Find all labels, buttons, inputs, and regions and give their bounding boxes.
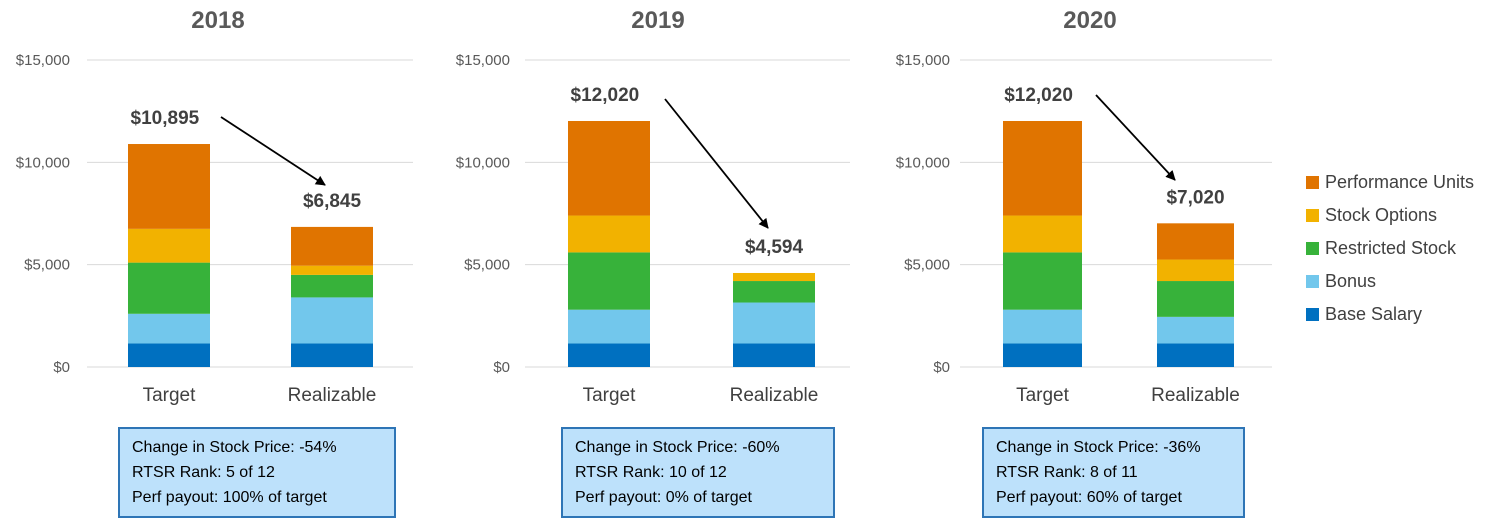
bar-segment-base-salary [1157, 343, 1234, 367]
y-tick-label: $5,000 [24, 257, 70, 274]
bar-segment-base-salary [291, 343, 373, 367]
bar-total-label: $6,845 [303, 191, 362, 212]
legend-label: Bonus [1325, 271, 1377, 291]
note-box-2020: Change in Stock Price: -36% RTSR Rank: 8… [982, 427, 1245, 518]
y-tick-label: $15,000 [456, 52, 510, 69]
y-tick-label: $10,000 [896, 154, 950, 171]
bar-segment-stock-options [128, 228, 210, 263]
note-rtsr-rank: RTSR Rank: 8 of 11 [996, 464, 1138, 481]
change-arrow [220, 116, 326, 186]
panel-title: 2018 [191, 7, 244, 34]
panel-title: 2019 [631, 7, 684, 34]
legend-swatch [1306, 209, 1319, 222]
bar-segment-stock-options [568, 215, 650, 253]
bar-total-label: $12,020 [571, 85, 640, 106]
bar-segment-bonus [1157, 316, 1234, 344]
bar-segment-base-salary [568, 343, 650, 367]
bar-segment-base-salary [733, 343, 815, 367]
note-stock-price: Change in Stock Price: -60% [575, 439, 780, 456]
y-tick-label: $0 [493, 359, 510, 376]
bar-total-label: $10,895 [131, 108, 200, 129]
bar-total-label: $7,020 [1166, 187, 1224, 208]
bar-segment-performance-units [1003, 120, 1082, 216]
legend-label: Restricted Stock [1325, 238, 1457, 258]
bar-segment-performance-units [568, 120, 650, 216]
bar-segment-base-salary [128, 343, 210, 367]
legend-item-stock-options: Stock Options [1306, 199, 1474, 232]
legend-swatch [1306, 308, 1319, 321]
legend-swatch [1306, 176, 1319, 189]
legend-label: Stock Options [1325, 205, 1438, 225]
bar-segment-restricted-stock [568, 252, 650, 310]
x-category-label: Realizable [288, 385, 377, 406]
note-perf-payout: Perf payout: 0% of target [575, 489, 752, 506]
bar-segment-stock-options [1157, 259, 1234, 282]
legend-item-bonus: Bonus [1306, 265, 1474, 298]
legend-item-performance-units: Performance Units [1306, 166, 1474, 199]
bar-total-label: $4,594 [745, 237, 804, 258]
y-tick-label: $10,000 [16, 154, 70, 171]
y-tick-label: $5,000 [904, 257, 950, 274]
bar-total-label: $12,020 [1004, 85, 1073, 106]
y-tick-label: $10,000 [456, 154, 510, 171]
note-rtsr-rank: RTSR Rank: 5 of 12 [132, 464, 275, 481]
x-category-label: Target [583, 385, 637, 406]
bar-segment-bonus [128, 313, 210, 344]
bar-segment-base-salary [1003, 343, 1082, 367]
note-box-2019: Change in Stock Price: -60% RTSR Rank: 1… [561, 427, 835, 518]
bar-segment-bonus [291, 297, 373, 344]
bar-segment-restricted-stock [128, 262, 210, 314]
bar-segment-bonus [733, 302, 815, 344]
note-box-2018: Change in Stock Price: -54% RTSR Rank: 5… [118, 427, 396, 518]
bar-segment-stock-options [1003, 215, 1082, 253]
note-stock-price: Change in Stock Price: -36% [996, 439, 1201, 456]
bar-segment-restricted-stock [1003, 252, 1082, 310]
bar-segment-bonus [568, 309, 650, 344]
legend-swatch [1306, 242, 1319, 255]
bar-segment-stock-options [291, 265, 373, 275]
bar-segment-restricted-stock [1157, 281, 1234, 317]
bar-segment-restricted-stock [733, 281, 815, 303]
x-category-label: Target [1016, 385, 1070, 406]
bar-segment-stock-options [733, 272, 815, 282]
legend-label: Base Salary [1325, 304, 1423, 324]
y-tick-label: $0 [53, 359, 70, 376]
change-arrow [1095, 94, 1176, 181]
change-arrow [664, 98, 769, 229]
legend-label: Performance Units [1325, 172, 1475, 192]
legend: Performance Units Stock Options Restrict… [1306, 166, 1474, 331]
bar-segment-performance-units [291, 226, 373, 266]
note-stock-price: Change in Stock Price: -54% [132, 439, 337, 456]
bar-segment-restricted-stock [291, 274, 373, 298]
bar-segment-bonus [1003, 309, 1082, 344]
panel-title: 2020 [1063, 7, 1116, 34]
y-tick-label: $15,000 [896, 52, 950, 69]
y-tick-label: $5,000 [464, 257, 510, 274]
legend-swatch [1306, 275, 1319, 288]
legend-item-restricted-stock: Restricted Stock [1306, 232, 1474, 265]
note-perf-payout: Perf payout: 100% of target [132, 489, 327, 506]
note-perf-payout: Perf payout: 60% of target [996, 489, 1182, 506]
y-tick-label: $0 [933, 359, 950, 376]
x-category-label: Target [143, 385, 197, 406]
x-category-label: Realizable [1151, 385, 1240, 406]
x-category-label: Realizable [730, 385, 819, 406]
legend-item-base-salary: Base Salary [1306, 298, 1474, 331]
bar-segment-performance-units [1157, 223, 1234, 260]
bar-segment-performance-units [128, 144, 210, 229]
note-rtsr-rank: RTSR Rank: 10 of 12 [575, 464, 727, 481]
y-tick-label: $15,000 [16, 52, 70, 69]
